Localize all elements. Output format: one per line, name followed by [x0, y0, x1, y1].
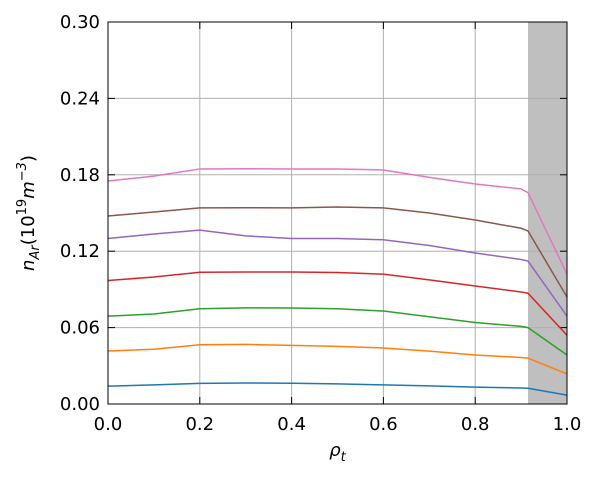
plot-frame [107, 21, 568, 405]
y-axis-label: nAr(1019m−3) [15, 155, 43, 271]
y-tick-label: 0.18 [60, 165, 100, 186]
data-line [107, 343, 568, 375]
shaded-region [527, 22, 567, 404]
data-line [107, 229, 568, 317]
x-axis-label: ρt [329, 440, 346, 465]
data-line [107, 307, 568, 356]
x-tick-label: 0.4 [277, 414, 306, 435]
y-axis-label-part: m [18, 181, 39, 199]
y-tick-label: 0.12 [60, 241, 100, 262]
x-tick-label: 0.0 [94, 414, 123, 435]
data-line [107, 206, 568, 298]
x-tick-label: 0.2 [185, 414, 214, 435]
y-axis-label-part: ) [18, 155, 39, 162]
x-axis-label-part: ρ [329, 440, 341, 461]
y-tick-label: 0.00 [60, 394, 100, 415]
y-tick-label: 0.24 [60, 88, 100, 109]
y-axis-label-part: −3 [15, 162, 30, 181]
x-tick-label: 1.0 [553, 414, 582, 435]
y-axis-label-part: 19 [15, 199, 30, 216]
y-axis-label-part: (10 [18, 215, 39, 245]
x-tick-label: 0.6 [369, 414, 398, 435]
y-axis-label-part: Ar [28, 244, 43, 261]
y-axis-label-part: n [18, 260, 39, 271]
y-tick-label: 0.06 [60, 318, 100, 339]
x-axis-label-part: t [341, 450, 347, 465]
x-tick-label: 0.8 [461, 414, 490, 435]
data-line [107, 382, 568, 396]
data-line [107, 167, 568, 275]
y-tick-label: 0.30 [60, 12, 100, 33]
data-line [107, 271, 568, 336]
